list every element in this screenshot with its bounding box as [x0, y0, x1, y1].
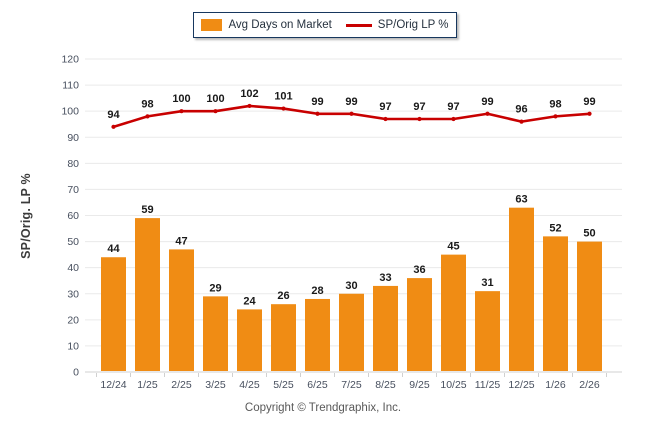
data-label: 31	[481, 277, 493, 289]
tick-label: 20	[67, 314, 79, 326]
line-point	[315, 111, 320, 116]
legend-item-bar: Avg Days on Market	[201, 19, 332, 31]
tick-label: 30	[67, 288, 79, 300]
tick-label: 120	[61, 54, 79, 66]
bar	[169, 249, 194, 371]
data-label: 30	[345, 280, 357, 292]
data-label: 44	[107, 243, 120, 255]
bar	[135, 218, 160, 371]
data-label: 50	[583, 228, 595, 240]
line-point	[587, 111, 592, 116]
tick-label: 90	[67, 132, 79, 144]
line-point	[179, 109, 184, 114]
line-swatch-icon	[345, 23, 372, 27]
bar	[543, 236, 568, 371]
data-label: 63	[515, 194, 527, 206]
data-label: 26	[277, 290, 289, 302]
data-label: 96	[515, 104, 527, 116]
bar	[271, 304, 296, 371]
legend-label-bar: Avg Days on Market	[228, 19, 332, 31]
tick-label: 5/25	[273, 379, 294, 391]
legend: Avg Days on Market SP/Orig LP %	[193, 12, 457, 38]
tick-label: 8/25	[375, 379, 396, 391]
tick-label: 50	[67, 236, 79, 248]
tick-label: 12/24	[100, 379, 126, 391]
data-label: 29	[209, 282, 221, 294]
line-point	[383, 116, 388, 122]
line-point	[247, 103, 252, 109]
data-label: 28	[311, 285, 323, 297]
data-label: 59	[141, 204, 153, 216]
tick-label: 100	[61, 106, 79, 118]
legend-item-line: SP/Orig LP %	[345, 19, 449, 31]
data-label: 33	[379, 272, 391, 284]
bar-swatch-icon	[201, 19, 223, 31]
data-label: 36	[413, 264, 425, 276]
bar	[475, 291, 500, 371]
line-point	[485, 111, 490, 116]
data-label: 99	[583, 96, 595, 108]
data-label: 97	[379, 101, 391, 113]
data-label: 100	[206, 93, 224, 105]
tick-label: 40	[67, 262, 79, 274]
data-label: 47	[175, 235, 187, 247]
bar	[373, 285, 398, 371]
data-label: 94	[107, 109, 120, 121]
data-label: 99	[345, 96, 357, 108]
line-point	[145, 114, 150, 119]
tick-label: 11/25	[475, 379, 501, 391]
tick-label: 70	[67, 184, 79, 196]
copyright-text: Copyright © Trendgraphix, Inc.	[244, 402, 402, 414]
data-label: 97	[447, 101, 459, 113]
tick-label: 60	[67, 210, 79, 222]
data-label: 98	[141, 98, 153, 110]
bar	[509, 207, 534, 371]
line-point	[281, 106, 286, 111]
data-label: 45	[447, 241, 459, 253]
tick-label: 7/25	[341, 379, 362, 391]
tick-label: 80	[67, 158, 79, 170]
tick-label: 0	[73, 367, 79, 379]
tick-label: 110	[62, 80, 79, 92]
tick-label: 6/25	[307, 379, 328, 391]
data-label: 99	[481, 96, 493, 108]
tick-label: 1/26	[545, 379, 566, 391]
line-point	[519, 119, 524, 124]
tick-label: 3/25	[205, 379, 226, 391]
data-label: 99	[311, 96, 323, 108]
data-label: 100	[172, 93, 190, 105]
legend-label-line: SP/Orig LP %	[377, 19, 449, 31]
data-label: 102	[240, 88, 258, 100]
tick-label: 12/25	[508, 379, 534, 391]
data-label: 97	[413, 101, 425, 113]
bar	[577, 241, 602, 371]
line-point	[417, 116, 422, 122]
line-point	[451, 116, 456, 122]
bar	[339, 293, 364, 371]
tick-label: 2/26	[579, 379, 600, 391]
tick-label: 4/25	[239, 379, 260, 391]
tick-label: 10/25	[440, 379, 466, 391]
bar	[407, 278, 432, 371]
data-label: 98	[549, 98, 561, 110]
tick-label: 9/25	[409, 379, 430, 391]
bar	[441, 254, 466, 371]
data-label: 24	[243, 295, 256, 307]
line-point	[349, 111, 354, 116]
bar	[203, 296, 228, 371]
tick-label: 2/25	[171, 379, 192, 391]
data-label: 52	[549, 222, 561, 234]
line-point	[213, 109, 218, 114]
tick-label: 10	[67, 340, 79, 352]
bar	[305, 298, 330, 371]
tick-label: 1/25	[137, 379, 158, 391]
line-point	[111, 124, 116, 129]
bar	[237, 309, 262, 371]
bar	[101, 257, 126, 371]
line-point	[553, 114, 558, 119]
data-label: 101	[274, 91, 292, 103]
